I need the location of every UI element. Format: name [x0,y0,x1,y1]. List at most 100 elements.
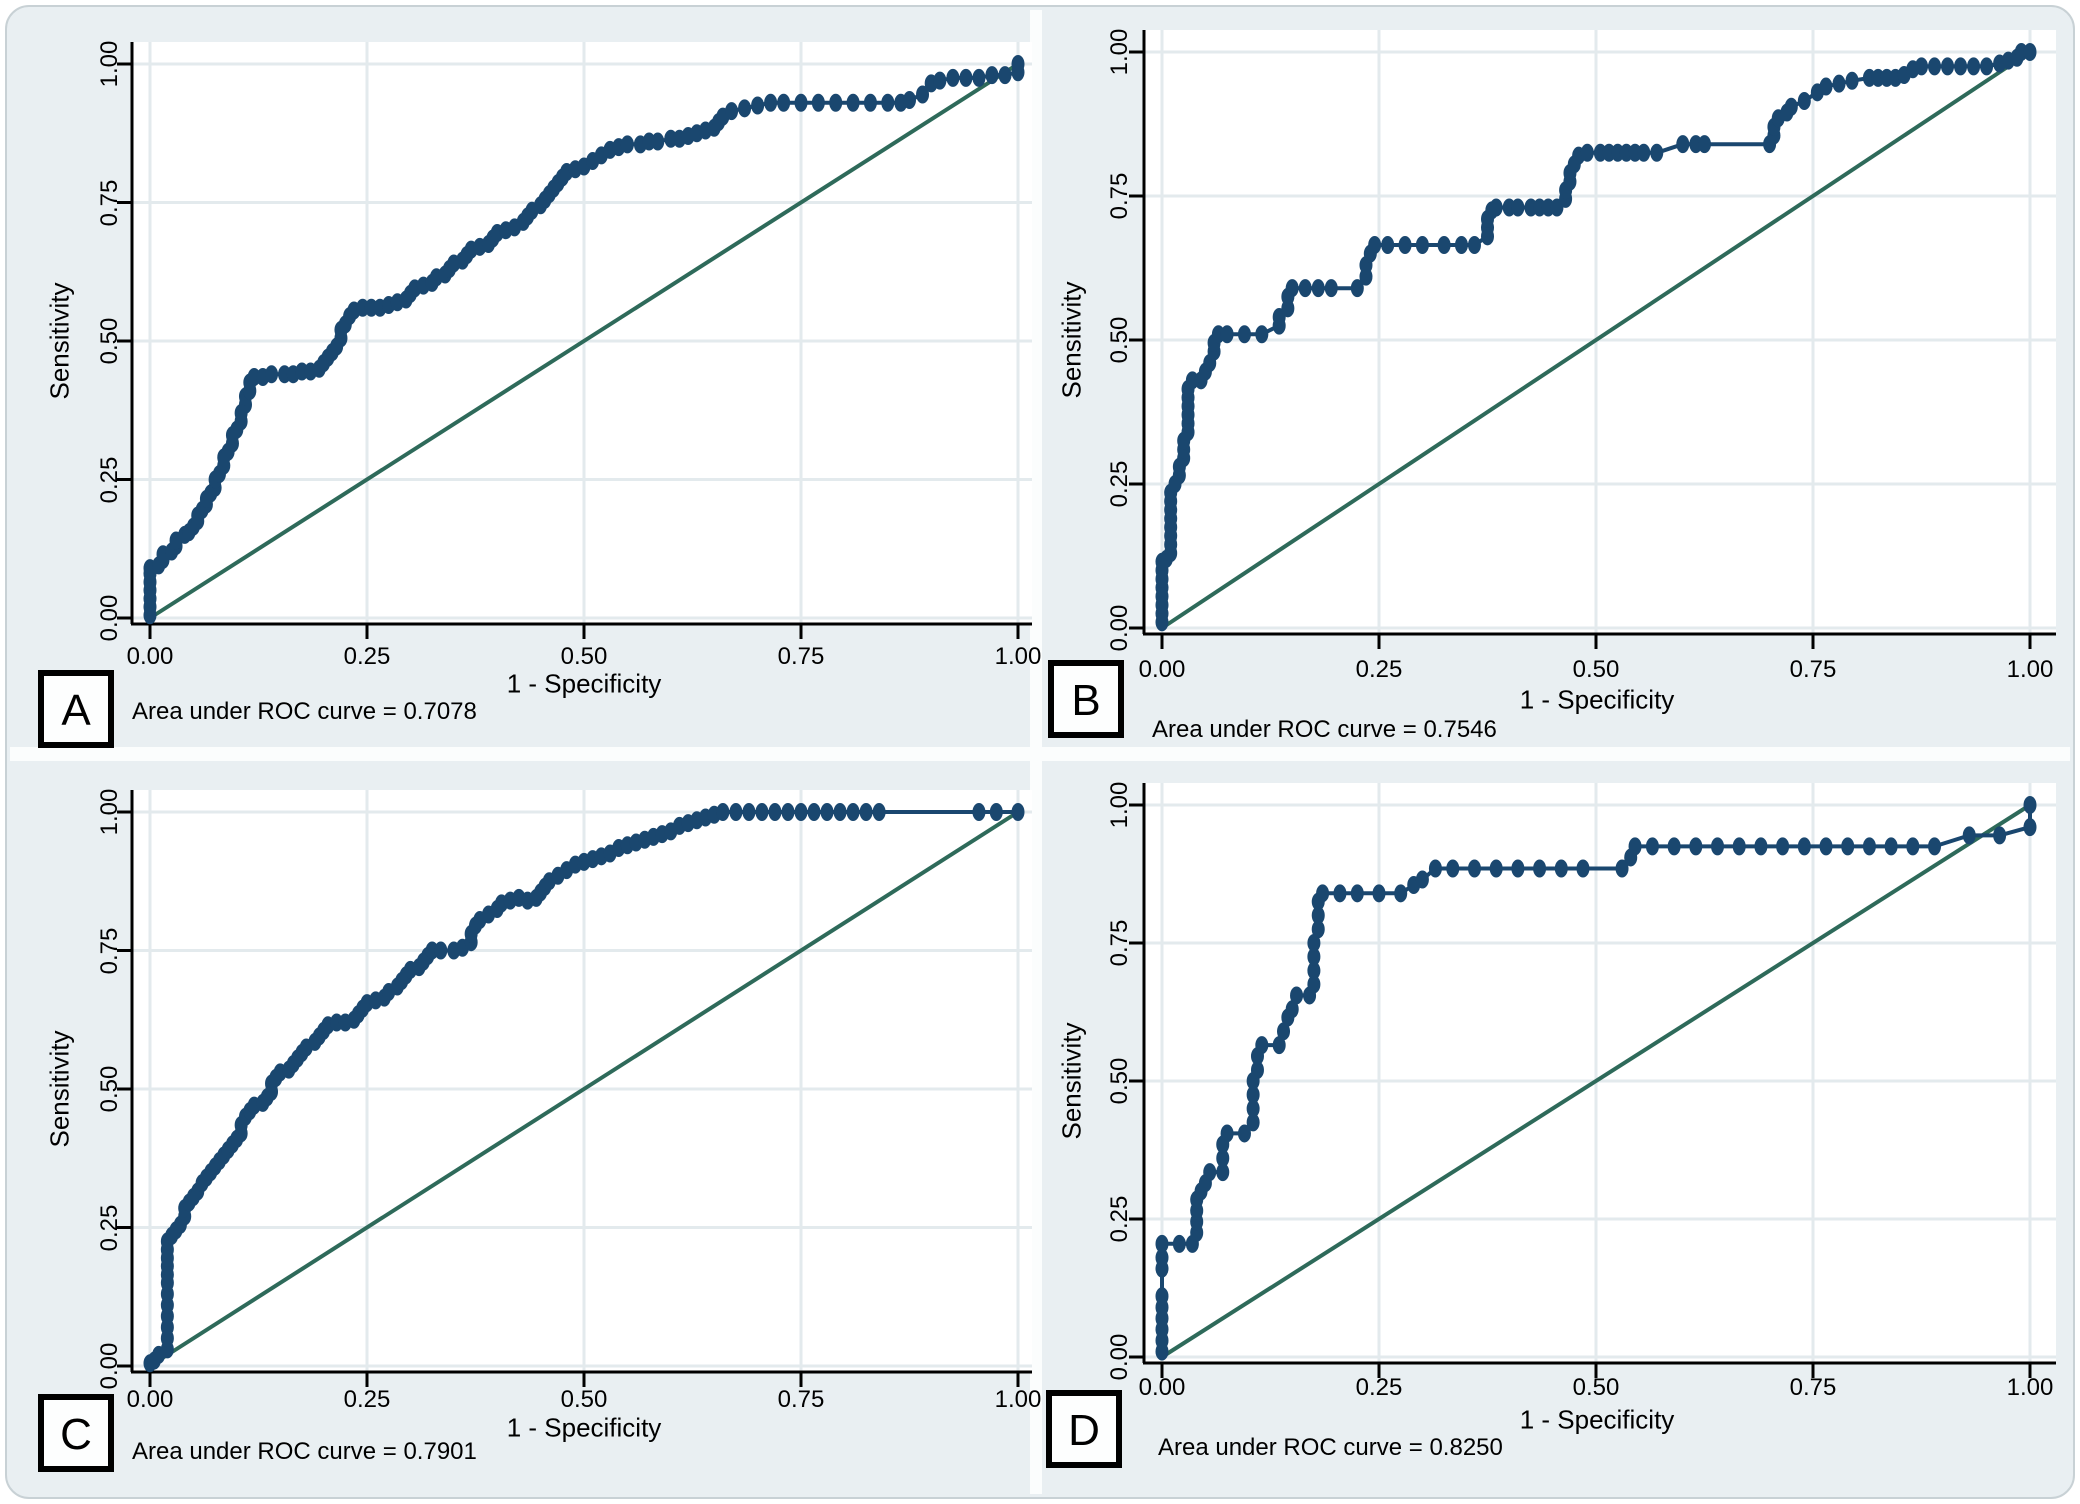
panel-letter: B [1071,676,1101,725]
roc-data-point [2023,818,2037,837]
x-tick-label: 0.25 [343,1386,391,1413]
x-tick-label: 0.50 [560,1386,608,1413]
roc-data-point [833,803,847,821]
x-tick-label: 0.75 [777,1386,825,1413]
y-tick-label: 0.50 [1106,1057,1133,1105]
roc-data-point [1667,837,1681,856]
x-tick-label: 0.00 [1138,1374,1186,1401]
roc-data-point [777,93,791,112]
roc-data-point [2023,796,2037,814]
roc-data-point [1993,826,2007,845]
roc-data-point [846,93,860,112]
roc-data-point [1797,91,1811,110]
roc-data-point [1324,279,1338,298]
roc-data-point [1307,961,1321,980]
roc-data-point [859,803,873,821]
roc-data-point [1832,74,1846,93]
y-axis-title: Sensitivity [44,1030,75,1148]
roc-data-point [1650,143,1664,162]
panel-letter-box: D [1046,1390,1122,1468]
roc-data-point [1980,57,1994,76]
roc-data-point [725,102,739,121]
roc-data-point [1155,1248,1169,1267]
roc-data-point [846,803,860,821]
roc-data-point [1350,884,1364,903]
roc-data-point [872,803,886,821]
roc-data-point [1862,837,1876,856]
y-tick-label: 0.50 [96,317,123,365]
roc-data-point [1250,1060,1264,1079]
plot-area [1144,30,2056,634]
y-tick-label: 1.00 [1106,28,1133,76]
roc-data-point [1415,870,1429,889]
roc-data-point [1915,57,1928,76]
roc-data-point [1533,859,1547,878]
roc-data-point [620,135,634,154]
roc-data-point [742,803,756,821]
reference-diagonal-line [148,62,1020,620]
roc-data-point [755,803,769,821]
roc-data-point [1511,859,1525,878]
roc-data-point [1246,1113,1260,1132]
x-tick-label: 1.00 [994,643,1042,670]
x-axis-title: 1 - Specificity [506,1412,662,1443]
roc-data-point [651,132,665,151]
roc-data-point [1290,986,1304,1005]
roc-data-point [2023,43,2037,61]
auc-text: Area under ROC curve = 0.7901 [132,1438,477,1465]
roc-data-point [972,803,986,821]
roc-data-point [1311,279,1325,298]
plot-area [132,42,1032,624]
roc-data-point [781,803,795,821]
roc-data-point [1307,934,1321,952]
roc-data-point [1011,803,1025,821]
roc-data-point [1954,57,1968,76]
panel-letter-box: C [38,1394,114,1472]
roc-data-point [1884,837,1898,856]
roc-data-point [1272,1036,1286,1055]
y-tick-label: 0.75 [96,179,123,226]
roc-data-point [751,96,765,115]
panel-separator-horizontal [10,747,2070,761]
roc-data-point [1845,71,1859,90]
roc-data-point [1172,1234,1186,1253]
roc-data-point [1962,826,1976,845]
roc-data-point [1255,1036,1269,1055]
roc-data-point [1446,859,1460,878]
roc-data-point [768,803,782,821]
roc-data-point [1797,837,1811,856]
roc-data-point [1437,235,1451,254]
roc-data-point [1711,837,1725,856]
roc-data-point [1220,1124,1234,1143]
roc-data-point [1689,837,1703,856]
roc-data-point [1576,859,1590,878]
roc-data-point [1011,55,1025,73]
roc-data-point [1203,1163,1217,1182]
roc-data-point [1698,135,1711,154]
roc-data-point [807,803,821,821]
roc-data-point [729,803,743,821]
auc-text: Area under ROC curve = 0.7546 [1152,716,1497,743]
panel-letter: C [60,1410,92,1459]
roc-data-point [1454,235,1468,254]
roc-data-point [1333,884,1347,903]
reference-diagonal-line [1160,803,2032,1359]
roc-data-point [1676,135,1690,154]
roc-data-point [1255,325,1269,344]
roc-data-point [1941,57,1955,76]
x-axis-title: 1 - Specificity [506,668,662,699]
y-tick-label: 0.00 [1106,1333,1133,1381]
roc-data-point [881,93,895,112]
roc-data-point [1316,884,1330,903]
x-tick-label: 0.50 [1572,1374,1620,1401]
roc-data-point [1246,1085,1260,1104]
roc-data-point [1311,920,1325,939]
roc-data-point [1350,279,1364,298]
roc-data-point [1511,198,1525,217]
roc-data-point [265,365,279,384]
x-tick-label: 0.25 [1355,1374,1403,1401]
roc-data-point [811,93,825,112]
x-tick-label: 0.00 [126,643,174,670]
y-tick-label: 0.50 [96,1065,123,1113]
